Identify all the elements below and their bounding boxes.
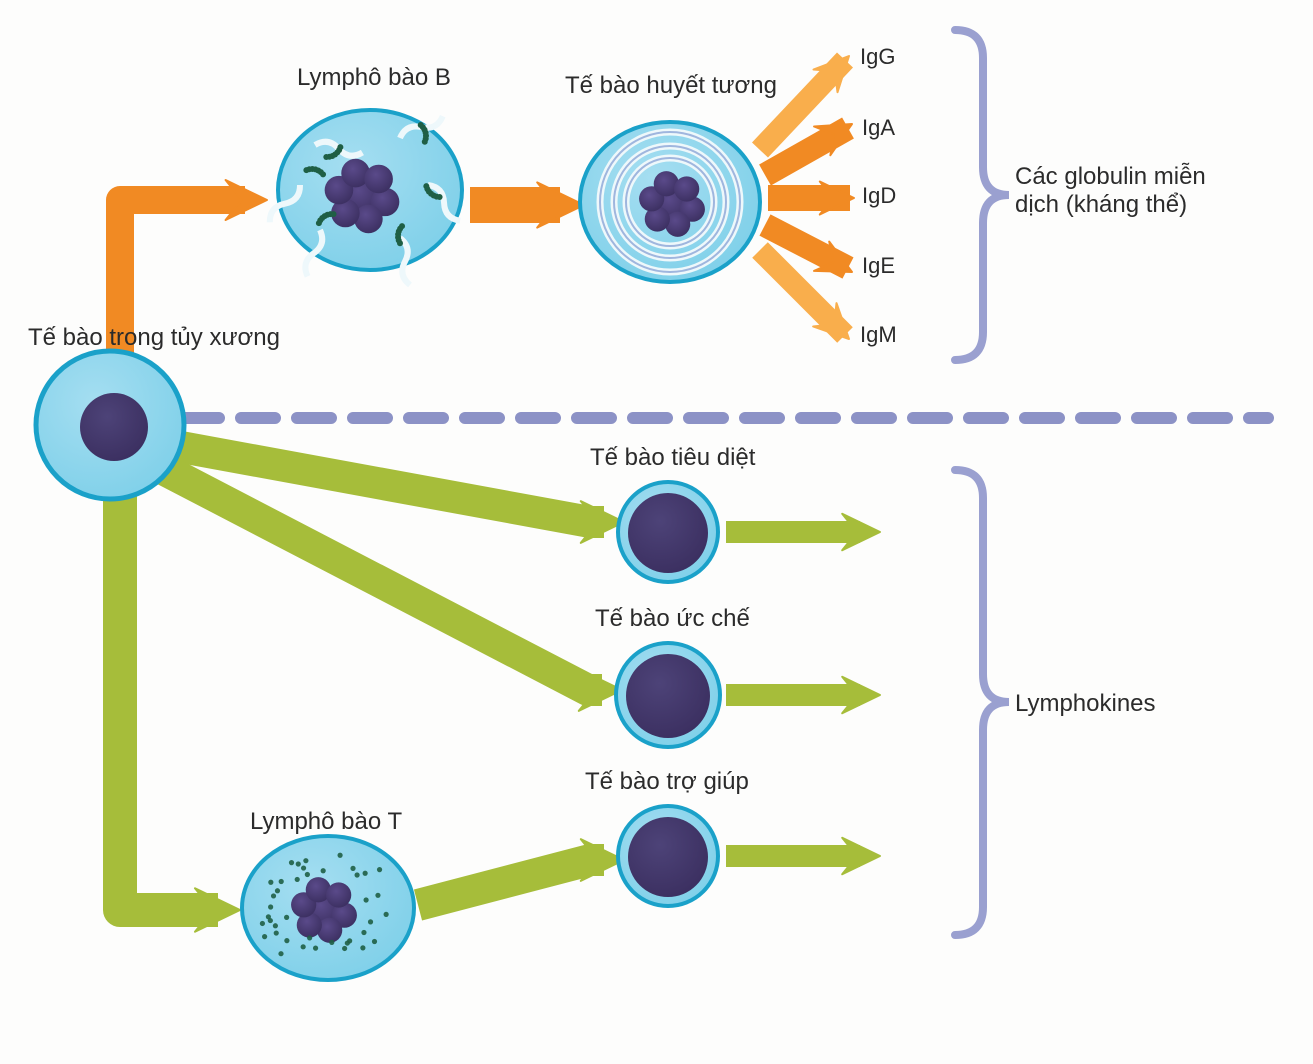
label-immunoglobulins-l2: dịch (kháng thể) [1015, 191, 1187, 218]
label-b-cell: Lymphô bào B [297, 64, 451, 92]
label-killer-cell: Tế bào tiêu diệt [590, 444, 755, 472]
label-igg: IgG [860, 44, 895, 70]
label-t-cell: Lymphô bào T [250, 808, 402, 836]
label-helper-cell: Tế bào trợ giúp [585, 768, 749, 796]
label-lymphokines: Lymphokines [1015, 690, 1156, 718]
label-igm: IgM [860, 322, 897, 348]
label-immunoglobulins: Các globulin miễn dịch (kháng thể) [1015, 163, 1206, 219]
label-igd: IgD [862, 183, 896, 209]
diagram-svg [0, 0, 1313, 1064]
label-ige: IgE [862, 253, 895, 279]
label-suppressor: Tế bào ức chế [595, 605, 750, 633]
label-stem-cell: Tế bào trong tủy xương [28, 324, 280, 352]
label-plasma-cell: Tế bào huyết tương [565, 72, 777, 100]
label-iga: IgA [862, 115, 895, 141]
diagram-stage: Tế bào trong tủy xương Lymphô bào B Tế b… [0, 0, 1313, 1064]
label-immunoglobulins-l1: Các globulin miễn [1015, 163, 1206, 190]
